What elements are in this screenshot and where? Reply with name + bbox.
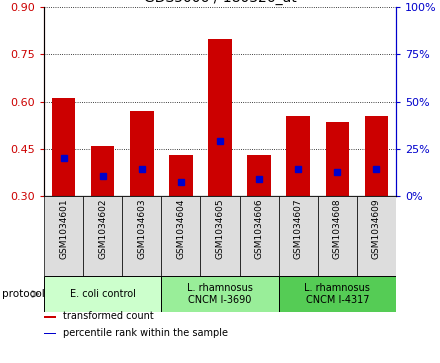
Text: GSM1034602: GSM1034602: [98, 199, 107, 259]
Bar: [279, 276, 396, 312]
Bar: [357, 196, 396, 276]
Text: GSM1034603: GSM1034603: [137, 199, 146, 259]
Bar: [318, 196, 357, 276]
Bar: [130, 111, 154, 196]
Text: GSM1034607: GSM1034607: [294, 199, 303, 259]
Text: transformed count: transformed count: [63, 311, 154, 321]
Bar: [91, 146, 114, 196]
Bar: [52, 98, 75, 196]
Bar: [44, 196, 83, 276]
Text: GSM1034609: GSM1034609: [372, 199, 381, 259]
Text: GSM1034605: GSM1034605: [216, 199, 224, 259]
Bar: [161, 196, 201, 276]
Bar: [208, 39, 232, 196]
Bar: [44, 316, 56, 318]
Bar: [286, 116, 310, 196]
Text: percentile rank within the sample: percentile rank within the sample: [63, 328, 228, 338]
Text: GSM1034601: GSM1034601: [59, 199, 68, 259]
Bar: [326, 122, 349, 196]
Bar: [44, 276, 161, 312]
Text: L. rhamnosus
CNCM I-4317: L. rhamnosus CNCM I-4317: [304, 283, 370, 305]
Bar: [365, 116, 388, 196]
Bar: [279, 196, 318, 276]
Text: protocol: protocol: [2, 289, 45, 299]
Bar: [169, 155, 193, 196]
Text: E. coli control: E. coli control: [70, 289, 136, 299]
Bar: [239, 196, 279, 276]
Bar: [83, 196, 122, 276]
Bar: [201, 196, 239, 276]
Text: L. rhamnosus
CNCM I-3690: L. rhamnosus CNCM I-3690: [187, 283, 253, 305]
Bar: [122, 196, 161, 276]
Bar: [44, 333, 56, 334]
Text: GSM1034604: GSM1034604: [176, 199, 185, 259]
Title: GDS5006 / 180326_at: GDS5006 / 180326_at: [143, 0, 297, 5]
Text: GSM1034608: GSM1034608: [333, 199, 342, 259]
Text: GSM1034606: GSM1034606: [255, 199, 264, 259]
Bar: [247, 155, 271, 196]
Bar: [161, 276, 279, 312]
